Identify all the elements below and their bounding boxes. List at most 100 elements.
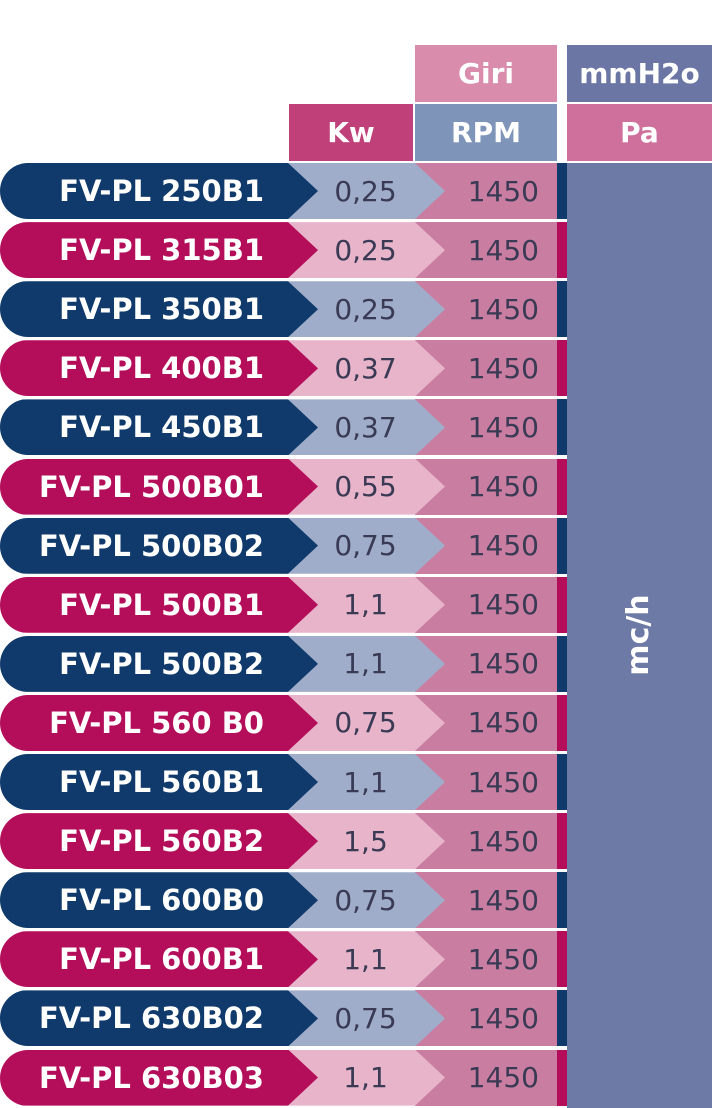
header-rpm: RPM	[415, 104, 557, 161]
table-row: FV-PL 630B03 1,1 1450	[0, 1049, 712, 1106]
model-name: FV-PL 250B1	[59, 174, 264, 209]
table-row: FV-PL 560B2 1,5 1450	[0, 813, 712, 870]
model-name: FV-PL 630B03	[38, 1060, 264, 1095]
kw-value: 0,25	[334, 233, 397, 267]
kw-value: 0,37	[334, 410, 397, 444]
rpm-value: 1450	[467, 351, 539, 385]
row-stripe	[557, 340, 567, 397]
table-row: FV-PL 500B2 1,1 1450	[0, 635, 712, 692]
model-cell: FV-PL 500B2	[0, 635, 318, 692]
header-giri: Giri	[415, 45, 557, 102]
model-name: FV-PL 500B1	[59, 587, 264, 622]
kw-value: 0,25	[334, 174, 397, 208]
table-row: FV-PL 400B1 0,37 1450	[0, 340, 712, 397]
rpm-value: 1450	[467, 647, 539, 681]
kw-value: 1,1	[343, 765, 388, 799]
model-name: FV-PL 400B1	[59, 351, 264, 386]
rpm-value: 1450	[467, 765, 539, 799]
model-cell: FV-PL 600B1	[0, 931, 318, 988]
model-name: FV-PL 630B02	[38, 1001, 264, 1036]
kw-value: 0,75	[334, 529, 397, 563]
row-stripe	[557, 281, 567, 338]
table-row: FV-PL 560B1 1,1 1450	[0, 754, 712, 811]
model-cell: FV-PL 450B1	[0, 399, 318, 456]
model-cell: FV-PL 315B1	[0, 222, 318, 279]
model-name: FV-PL 500B01	[38, 469, 264, 504]
table-row: FV-PL 315B1 0,25 1450	[0, 222, 712, 279]
kw-value: 0,75	[334, 706, 397, 740]
model-cell: FV-PL 630B02	[0, 990, 318, 1047]
table-row: FV-PL 500B01 0,55 1450	[0, 458, 712, 515]
table-row: FV-PL 600B1 1,1 1450	[0, 931, 712, 988]
rpm-value: 1450	[467, 824, 539, 858]
table-row: FV-PL 560 B0 0,75 1450	[0, 694, 712, 751]
table-row: FV-PL 500B1 1,1 1450	[0, 576, 712, 633]
kw-value: 1,1	[343, 942, 388, 976]
model-cell: FV-PL 500B01	[0, 458, 318, 515]
table-row: FV-PL 500B02 0,75 1450	[0, 517, 712, 574]
model-cell: FV-PL 600B0	[0, 872, 318, 929]
row-stripe	[557, 754, 567, 811]
header-pa: Pa	[567, 104, 712, 161]
flow-panel	[567, 163, 712, 1108]
table-row: FV-PL 250B1 0,25 1450	[0, 163, 712, 220]
header-mmh2o: mmH2o	[567, 45, 712, 102]
table-row: FV-PL 600B0 0,75 1450	[0, 872, 712, 929]
kw-value: 1,1	[343, 588, 388, 622]
model-cell: FV-PL 560 B0	[0, 694, 318, 751]
table-row: FV-PL 450B1 0,37 1450	[0, 399, 712, 456]
kw-value: 0,37	[334, 351, 397, 385]
row-stripe	[557, 694, 567, 751]
model-name: FV-PL 560B2	[59, 824, 264, 859]
rpm-value: 1450	[467, 233, 539, 267]
row-stripe	[557, 931, 567, 988]
model-cell: FV-PL 630B03	[0, 1049, 318, 1106]
rpm-value: 1450	[467, 1061, 539, 1095]
kw-value: 1,5	[343, 824, 388, 858]
model-name: FV-PL 350B1	[59, 292, 264, 327]
rpm-value: 1450	[467, 706, 539, 740]
row-stripe	[557, 399, 567, 456]
rpm-value: 1450	[467, 410, 539, 444]
row-stripe	[557, 458, 567, 515]
model-name: FV-PL 500B02	[38, 528, 264, 563]
row-stripe	[557, 222, 567, 279]
model-cell: FV-PL 250B1	[0, 163, 318, 220]
row-stripe	[557, 813, 567, 870]
row-stripe	[557, 517, 567, 574]
rpm-value: 1450	[467, 942, 539, 976]
header-kw: Kw	[289, 104, 413, 161]
kw-value: 0,75	[334, 1001, 397, 1035]
model-cell: FV-PL 350B1	[0, 281, 318, 338]
model-name: FV-PL 315B1	[59, 233, 264, 268]
model-name: FV-PL 500B2	[59, 646, 264, 681]
rpm-value: 1450	[467, 174, 539, 208]
model-name: FV-PL 600B0	[59, 883, 264, 918]
model-name: FV-PL 560 B0	[49, 705, 264, 740]
model-cell: FV-PL 560B1	[0, 754, 318, 811]
kw-value: 0,55	[334, 470, 397, 504]
row-stripe	[557, 990, 567, 1047]
model-cell: FV-PL 560B2	[0, 813, 318, 870]
row-stripe	[557, 1049, 567, 1106]
row-stripe	[557, 872, 567, 929]
rpm-value: 1450	[467, 470, 539, 504]
kw-value: 1,1	[343, 1061, 388, 1095]
model-name: FV-PL 560B1	[59, 765, 264, 800]
model-name: FV-PL 600B1	[59, 942, 264, 977]
model-name: FV-PL 450B1	[59, 410, 264, 445]
rpm-value: 1450	[467, 529, 539, 563]
model-cell: FV-PL 500B1	[0, 576, 318, 633]
row-stripe	[557, 635, 567, 692]
table-row: FV-PL 630B02 0,75 1450	[0, 990, 712, 1047]
kw-value: 1,1	[343, 647, 388, 681]
table-row: FV-PL 350B1 0,25 1450	[0, 281, 712, 338]
rpm-value: 1450	[467, 1001, 539, 1035]
rpm-value: 1450	[467, 588, 539, 622]
row-stripe	[557, 576, 567, 633]
model-cell: FV-PL 400B1	[0, 340, 318, 397]
model-cell: FV-PL 500B02	[0, 517, 318, 574]
kw-value: 0,25	[334, 292, 397, 326]
row-stripe	[557, 163, 567, 220]
